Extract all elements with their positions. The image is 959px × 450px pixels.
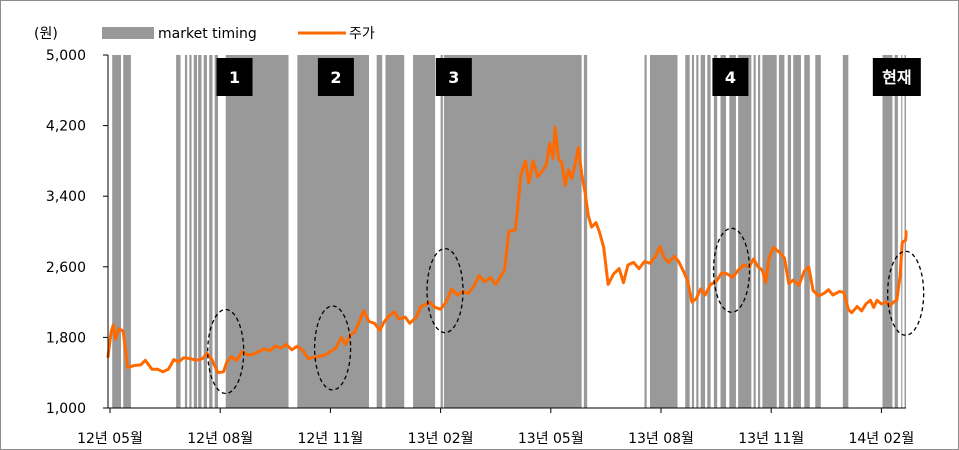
market-timing-band-1 <box>123 55 131 408</box>
market-timing-band-28 <box>738 55 752 408</box>
y-tick-label-5: 5,000 <box>46 48 86 64</box>
market-timing-band-2 <box>176 55 181 408</box>
y-unit-label: (원) <box>34 26 58 42</box>
y-tick-label-3: 3,400 <box>46 189 86 205</box>
market-timing-band-4 <box>189 55 192 408</box>
market-timing-band-37 <box>842 55 849 408</box>
callout-label-3: 4 <box>725 68 736 87</box>
market-timing-band-5 <box>193 55 198 408</box>
market-timing-band-26 <box>720 55 727 408</box>
x-tick-label-6: 13년 11월 <box>738 431 804 447</box>
callout-box-2 <box>435 58 472 96</box>
market-timing-band-20 <box>685 55 690 408</box>
market-timing-band-12 <box>376 55 383 408</box>
market-timing-band-40 <box>901 55 903 408</box>
legend-label-price: 주가 <box>349 26 375 42</box>
highlight-ellipse-3 <box>712 227 751 313</box>
y-tick-label-1: 1,800 <box>46 330 86 346</box>
market-timing-band-9 <box>214 55 218 408</box>
market-timing-band-33 <box>787 55 792 408</box>
market-timing-band-29 <box>753 55 756 408</box>
callout-label-2: 3 <box>448 68 459 87</box>
market-timing-band-11 <box>297 55 369 408</box>
market-timing-band-18 <box>644 55 647 408</box>
market-timing-band-13 <box>385 55 405 408</box>
highlight-ellipse-0 <box>207 308 245 395</box>
market-timing-band-24 <box>707 55 711 408</box>
market-timing-band-34 <box>793 55 801 408</box>
callout-label-1: 2 <box>330 68 341 87</box>
market-timing-band-15 <box>440 55 443 408</box>
legend-swatch-market-timing <box>102 27 154 39</box>
market-timing-band-22 <box>696 55 699 408</box>
x-tick-label-2: 12년 11월 <box>297 431 363 447</box>
market-timing-band-27 <box>729 55 736 408</box>
market-timing-band-7 <box>203 55 207 408</box>
market-timing-band-14 <box>413 55 436 408</box>
highlight-ellipse-4 <box>886 250 925 336</box>
callout-box-4 <box>872 58 921 96</box>
market-timing-band-17 <box>583 55 588 408</box>
market-timing-band-23 <box>700 55 706 408</box>
market-timing-band-30 <box>757 55 761 408</box>
callout-box-0 <box>216 58 253 96</box>
market-timing-band-39 <box>894 55 898 408</box>
x-axis-ticks: 12년 05월 12년 08월 12년 11월 13년 02월 13년 05월 13년 0… <box>77 408 914 447</box>
y-tick-label-2: 2,600 <box>46 260 86 276</box>
highlight-ellipse-2 <box>426 247 464 334</box>
market-timing-band-21 <box>691 55 695 408</box>
callout-label-0: 1 <box>229 68 240 87</box>
market-timing-band-10 <box>225 55 289 408</box>
market-timing-band-25 <box>713 55 718 408</box>
market-timing-band-8 <box>209 55 213 408</box>
market-timing-band-3 <box>184 55 188 408</box>
callout-label-4: 현재 <box>882 68 911 87</box>
market-timing-band-19 <box>649 55 678 408</box>
market-timing-band-35 <box>804 55 810 408</box>
x-tick-label-3: 13년 02월 <box>408 431 474 447</box>
highlight-ellipses <box>207 227 925 395</box>
market-timing-band-36 <box>815 55 821 408</box>
market-timing-band-6 <box>198 55 202 408</box>
period-callouts: 1 2 3 4 현재 <box>216 58 921 96</box>
market-timing-band-0 <box>112 55 122 408</box>
y-tick-label-0: 1,000 <box>46 401 86 417</box>
market-timing-band-32 <box>778 55 785 408</box>
y-axis-ticks: 1,000 1,800 2,600 3,400 4,200 5,000 <box>46 48 108 417</box>
x-tick-label-1: 12년 08월 <box>187 431 253 447</box>
y-tick-label-4: 4,200 <box>46 119 86 135</box>
x-tick-label-5: 13년 08월 <box>628 431 694 447</box>
market-timing-band-31 <box>762 55 777 408</box>
x-tick-label-7: 14년 02월 <box>848 431 914 447</box>
callout-box-3 <box>712 58 749 96</box>
x-tick-label-4: 13년 05월 <box>518 431 584 447</box>
x-tick-label-0: 12년 05월 <box>77 431 143 447</box>
legend-label-market-timing: market timing <box>158 26 257 42</box>
market-timing-band-38 <box>882 55 893 408</box>
highlight-ellipse-1 <box>313 305 352 391</box>
callout-box-1 <box>317 58 354 96</box>
legend: market timing 주가 <box>102 26 375 42</box>
